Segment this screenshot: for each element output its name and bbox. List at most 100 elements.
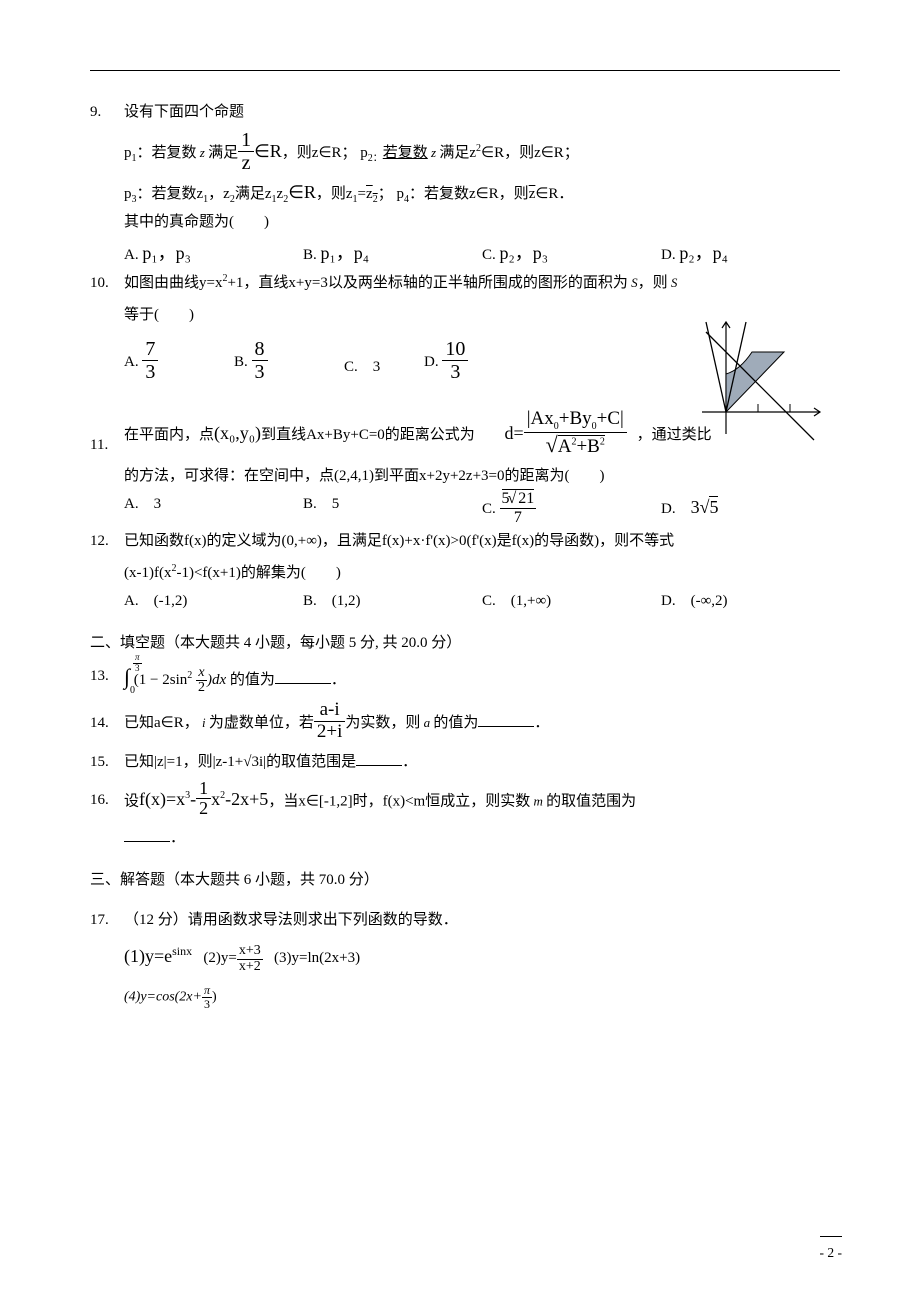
t: (x-1)f(x: [124, 565, 171, 581]
t: 3: [252, 360, 268, 383]
q9: 9. 设有下面四个命题: [90, 99, 840, 127]
t: p₂，p₄: [679, 243, 728, 263]
t: +C|: [597, 408, 624, 429]
t: 满足z: [439, 145, 476, 161]
t: z: [197, 145, 209, 160]
t: A.: [124, 354, 139, 370]
q12-t1: 已知函数f(x)的定义域为(0,+∞)，且满足f(x)+x·f'(x)>0(f'…: [124, 528, 840, 556]
t: B.: [303, 247, 317, 263]
t: π: [133, 653, 142, 662]
t: +By: [559, 408, 592, 429]
q9-B: B. p₁，p₄: [303, 237, 482, 270]
q16-body: 设f(x)=x3-12x2-2x+5，当x∈[-1,2]时，f(x)<m恒成立，…: [124, 781, 840, 822]
q11-D: D. 3√5: [661, 491, 840, 528]
t: S: [628, 275, 638, 290]
q13-body: ∫π30 (1 − 2sin2 x2)dx 的值为．: [124, 657, 840, 698]
t: +1，直线x+y=3以及两坐标轴的正半轴所围成的图形的面积为: [227, 275, 627, 291]
t: z2: [366, 181, 378, 210]
t: 2: [196, 680, 207, 696]
t: x: [211, 789, 220, 809]
t: D.: [424, 354, 439, 370]
top-rule: [90, 70, 840, 71]
q10-B: B. 83: [234, 340, 344, 385]
t: ，z: [208, 186, 230, 202]
t: 3: [142, 360, 158, 383]
t: ): [212, 990, 217, 1005]
t: (2)y=: [203, 950, 236, 966]
q9-C: C. p₂，p₃: [482, 237, 661, 270]
integral-icon: ∫π30: [124, 657, 130, 698]
t: +B: [576, 436, 599, 457]
q12-C: C. (1,+∞): [482, 588, 661, 616]
t: sinx: [172, 944, 192, 958]
t: ∈R，则z∈R；: [481, 145, 579, 161]
q14-body: 已知a∈R， i 为虚数单位，若a-i2+i为实数，则 a 的值为．: [124, 702, 840, 745]
t: x: [196, 666, 207, 681]
q9-A: A. p₁，p₃: [124, 237, 303, 270]
t: x+2: [237, 959, 263, 975]
t: z: [366, 186, 373, 202]
t: C.: [482, 501, 496, 517]
t: a-i: [314, 700, 346, 721]
t: D.: [661, 247, 676, 263]
q15: 15. 已知|z|=1，则|z-1+√3i|的取值范围是．: [90, 749, 840, 777]
t: B.: [234, 354, 248, 370]
t: f(x)=x: [139, 789, 185, 809]
t: x+3: [237, 944, 263, 959]
t: p: [360, 145, 368, 161]
q17-parts: (1)y=esinx (2)y=x+3x+2 (3)y=ln(2x+3): [124, 940, 840, 974]
t: 为实数，则: [345, 715, 420, 731]
t: ：若复数: [137, 145, 197, 161]
t: i: [199, 715, 209, 730]
t: 7: [500, 508, 537, 527]
q14-num: 14.: [90, 710, 124, 738]
q10-num: 10.: [90, 270, 124, 298]
t: 0: [130, 682, 135, 701]
t: 10: [442, 338, 468, 360]
t: ：若复数z∈R，则: [409, 186, 529, 202]
q12-t2: (x-1)f(x2-1)<f(x+1)的解集为( ): [124, 560, 840, 588]
blank: [478, 711, 534, 727]
section-3: 三、解答题（本大题共 6 小题，共 70.0 分）: [90, 867, 840, 895]
t: m: [530, 793, 546, 808]
t: A: [558, 436, 572, 457]
t: 满足z: [235, 186, 272, 202]
t: z: [238, 151, 254, 174]
t: C.: [482, 247, 496, 263]
q9-opts: A. p₁，p₃ B. p₁，p₄ C. p₂，p₃ D. p₂，p₄: [124, 237, 840, 270]
q10-chart: [698, 316, 828, 446]
t: ．: [170, 830, 185, 846]
t: A.: [124, 247, 139, 263]
q13: 13. ∫π30 (1 − 2sin2 x2)dx 的值为．: [90, 657, 840, 698]
blank: [356, 750, 402, 766]
t: ，当x∈[-1,2]时，f(x)<m恒成立，则实数: [268, 793, 530, 809]
t: 7: [142, 338, 158, 360]
t: (x₀,y₀): [214, 423, 261, 443]
q16-blank: ．: [124, 825, 840, 853]
t: 3: [442, 360, 468, 383]
t: 到直线Ax+By+C=0的距离公式为: [261, 427, 475, 443]
t: -1)<f(x+1)的解集为( ): [176, 565, 340, 581]
t: )dx: [207, 672, 226, 688]
t: 1: [196, 779, 211, 799]
q17: 17. （12 分）请用函数求导法则求出下列函数的导数．: [90, 907, 840, 935]
q17-num: 17.: [90, 907, 124, 935]
t: 2：: [368, 153, 383, 164]
t: ．: [402, 754, 417, 770]
t: ；: [378, 186, 393, 202]
t: ，则: [638, 275, 668, 291]
t: p₁，p₃: [142, 243, 191, 263]
q12: 12. 已知函数f(x)的定义域为(0,+∞)，且满足f(x)+x·f'(x)>…: [90, 528, 840, 556]
q10: 10. 如图由曲线y=x2+1，直线x+y=3以及两坐标轴的正半轴所围成的图形的…: [90, 270, 840, 298]
t: ，则z∈R；: [282, 145, 357, 161]
t: ．: [331, 672, 346, 688]
t: -2x+5: [225, 789, 268, 809]
t: p₂，p₃: [500, 243, 549, 263]
q11-A: A. 3: [124, 491, 303, 528]
t: 满足: [208, 145, 238, 161]
q16: 16. 设f(x)=x3-12x2-2x+5，当x∈[-1,2]时，f(x)<m…: [90, 781, 840, 822]
q17-lead: （12 分）请用函数求导法则求出下列函数的导数．: [124, 907, 840, 935]
t: 已知a∈R，: [124, 715, 199, 731]
t: 3: [133, 663, 142, 673]
t: 2: [600, 436, 605, 447]
